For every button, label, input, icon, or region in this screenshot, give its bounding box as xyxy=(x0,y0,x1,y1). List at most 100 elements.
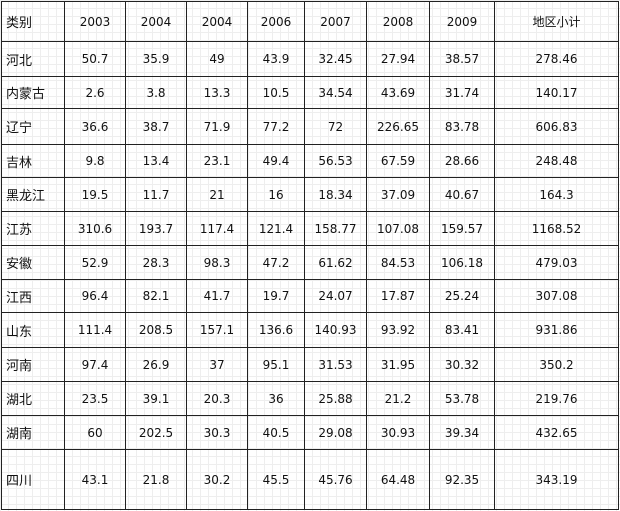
value-cell: 479.03 xyxy=(494,245,619,280)
value-cell: 158.77 xyxy=(304,211,367,246)
region-cell: 内蒙古 xyxy=(1,76,65,109)
value-cell: 43.1 xyxy=(64,449,126,510)
value-cell: 140.17 xyxy=(494,76,619,109)
value-cell: 23.5 xyxy=(64,381,126,416)
value-cell: 157.1 xyxy=(186,312,248,348)
value-cell: 64.48 xyxy=(366,449,430,510)
value-cell: 38.7 xyxy=(125,108,187,145)
value-cell: 97.4 xyxy=(64,347,126,382)
value-cell: 93.92 xyxy=(366,312,430,348)
value-cell: 3.8 xyxy=(125,76,187,109)
value-cell: 23.1 xyxy=(186,144,248,178)
value-cell: 28.66 xyxy=(429,144,495,178)
value-cell: 82.1 xyxy=(125,279,187,313)
value-cell: 39.1 xyxy=(125,381,187,416)
region-cell: 安徽 xyxy=(1,245,65,280)
value-cell: 25.88 xyxy=(304,381,367,416)
data-row: 江苏 310.6 193.7 117.4 121.4 158.77 107.08 159.57… xyxy=(1,211,619,246)
value-cell: 13.4 xyxy=(125,144,187,178)
data-row: 黑龙江 19.5 11.7 21 16 18.34 37.09 40.67 164.3 xyxy=(1,177,619,212)
value-cell: 43.9 xyxy=(247,41,305,77)
value-cell: 27.94 xyxy=(366,41,430,77)
value-cell: 16 xyxy=(247,177,305,212)
value-cell: 20.3 xyxy=(186,381,248,416)
value-cell: 18.34 xyxy=(304,177,367,212)
value-cell: 1168.52 xyxy=(494,211,619,246)
region-cell: 山东 xyxy=(1,312,65,348)
value-cell: 9.8 xyxy=(64,144,126,178)
value-cell: 136.6 xyxy=(247,312,305,348)
value-cell: 159.57 xyxy=(429,211,495,246)
region-cell: 黑龙江 xyxy=(1,177,65,212)
value-cell: 45.76 xyxy=(304,449,367,510)
header-cell: 2008 xyxy=(366,1,430,42)
value-cell: 226.65 xyxy=(366,108,430,145)
value-cell: 11.7 xyxy=(125,177,187,212)
value-cell: 45.5 xyxy=(247,449,305,510)
data-row: 山东 111.4 208.5 157.1 136.6 140.93 93.92 83.41 93… xyxy=(1,312,619,348)
value-cell: 60 xyxy=(64,415,126,450)
value-cell: 37 xyxy=(186,347,248,382)
value-cell: 77.2 xyxy=(247,108,305,145)
value-cell: 140.93 xyxy=(304,312,367,348)
region-cell: 四川 xyxy=(1,449,65,510)
value-cell: 17.87 xyxy=(366,279,430,313)
header-cell: 2006 xyxy=(247,1,305,42)
region-cell: 河北 xyxy=(1,41,65,77)
value-cell: 164.3 xyxy=(494,177,619,212)
value-cell: 31.95 xyxy=(366,347,430,382)
value-cell: 24.07 xyxy=(304,279,367,313)
header-cell: 2007 xyxy=(304,1,367,42)
header-row: 类别 2003 2004 2004 2006 2007 2008 2009 地区小计 xyxy=(1,1,619,42)
value-cell: 52.9 xyxy=(64,245,126,280)
value-cell: 25.24 xyxy=(429,279,495,313)
value-cell: 38.57 xyxy=(429,41,495,77)
value-cell: 117.4 xyxy=(186,211,248,246)
value-cell: 30.32 xyxy=(429,347,495,382)
value-cell: 30.93 xyxy=(366,415,430,450)
value-cell: 43.69 xyxy=(366,76,430,109)
value-cell: 202.5 xyxy=(125,415,187,450)
value-cell: 39.34 xyxy=(429,415,495,450)
value-cell: 208.5 xyxy=(125,312,187,348)
value-cell: 95.1 xyxy=(247,347,305,382)
value-cell: 34.54 xyxy=(304,76,367,109)
data-row: 江西 96.4 82.1 41.7 19.7 24.07 17.87 25.24 307.08 xyxy=(1,279,619,313)
data-row: 湖北 23.5 39.1 20.3 36 25.88 21.2 53.78 219.76 xyxy=(1,381,619,416)
value-cell: 19.7 xyxy=(247,279,305,313)
value-cell: 121.4 xyxy=(247,211,305,246)
data-row: 内蒙古 2.6 3.8 13.3 10.5 34.54 43.69 31.74 140.17 xyxy=(1,76,619,109)
value-cell: 26.9 xyxy=(125,347,187,382)
value-cell: 40.5 xyxy=(247,415,305,450)
data-row: 湖南 60 202.5 30.3 40.5 29.08 30.93 39.34 432.65 xyxy=(1,415,619,450)
value-cell: 40.67 xyxy=(429,177,495,212)
header-cell: 类别 xyxy=(1,1,65,42)
value-cell: 31.53 xyxy=(304,347,367,382)
data-row: 河北 50.7 35.9 49 43.9 32.45 27.94 38.57 278.46 xyxy=(1,41,619,77)
value-cell: 47.2 xyxy=(247,245,305,280)
value-cell: 41.7 xyxy=(186,279,248,313)
header-cell: 2009 xyxy=(429,1,495,42)
value-cell: 71.9 xyxy=(186,108,248,145)
value-cell: 53.78 xyxy=(429,381,495,416)
header-cell: 地区小计 xyxy=(494,1,619,42)
value-cell: 111.4 xyxy=(64,312,126,348)
data-row: 河南 97.4 26.9 37 95.1 31.53 31.95 30.32 350.2 xyxy=(1,347,619,382)
value-cell: 606.83 xyxy=(494,108,619,145)
value-cell: 248.48 xyxy=(494,144,619,178)
value-cell: 219.76 xyxy=(494,381,619,416)
region-cell: 河南 xyxy=(1,347,65,382)
value-cell: 432.65 xyxy=(494,415,619,450)
region-cell: 江西 xyxy=(1,279,65,313)
header-cell: 2004 xyxy=(125,1,187,42)
value-cell: 193.7 xyxy=(125,211,187,246)
region-cell: 辽宁 xyxy=(1,108,65,145)
data-row: 安徽 52.9 28.3 98.3 47.2 61.62 84.53 106.18 479.03 xyxy=(1,245,619,280)
value-cell: 49.4 xyxy=(247,144,305,178)
value-cell: 92.35 xyxy=(429,449,495,510)
value-cell: 61.62 xyxy=(304,245,367,280)
value-cell: 84.53 xyxy=(366,245,430,280)
value-cell: 21 xyxy=(186,177,248,212)
value-cell: 13.3 xyxy=(186,76,248,109)
